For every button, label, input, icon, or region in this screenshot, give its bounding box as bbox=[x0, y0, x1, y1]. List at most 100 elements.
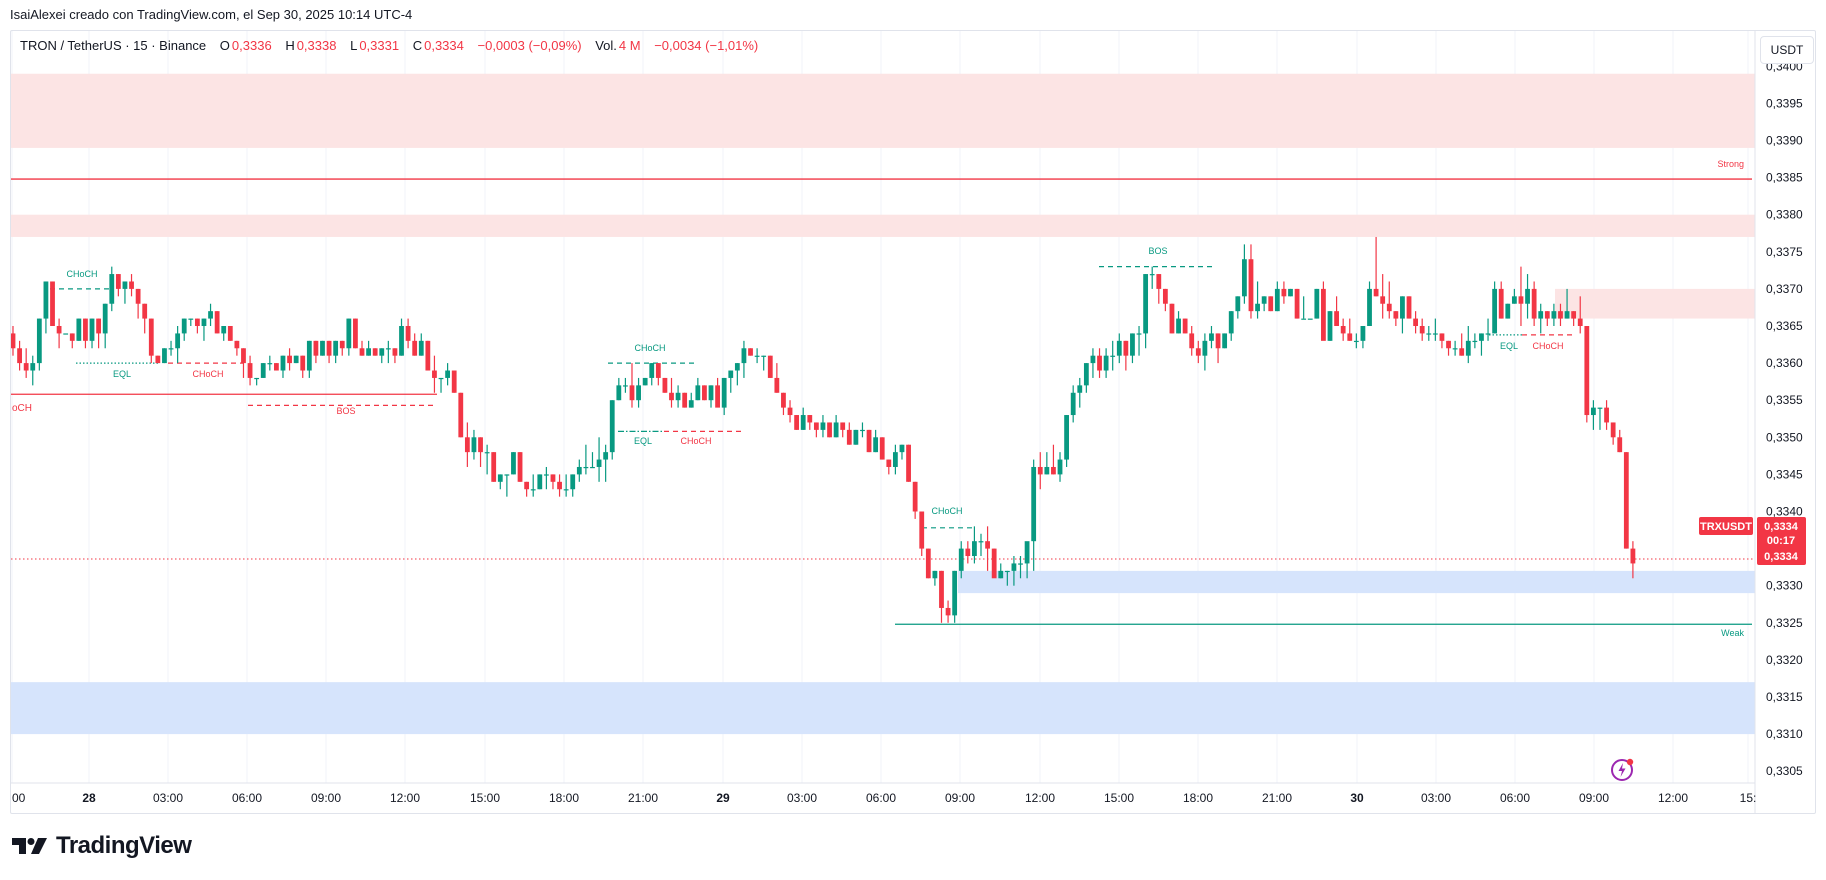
candle bbox=[379, 348, 385, 364]
candle bbox=[1116, 333, 1122, 364]
candle bbox=[1558, 303, 1563, 326]
candle bbox=[418, 333, 424, 356]
candle bbox=[1393, 311, 1399, 326]
candle bbox=[675, 385, 681, 408]
candle bbox=[168, 340, 174, 356]
time-tick-label: 12:00 bbox=[390, 791, 420, 805]
candle bbox=[1228, 311, 1234, 341]
high-label: H bbox=[285, 38, 295, 53]
candle bbox=[846, 422, 852, 445]
candle bbox=[1334, 296, 1339, 326]
candle bbox=[1222, 333, 1228, 349]
chart-pane[interactable]: CHoCH EQL CHoCH BOS oCH CHoCH EQL CHoCH CHoCH BOS… bbox=[11, 31, 1755, 783]
candle bbox=[543, 466, 549, 490]
candle bbox=[728, 370, 734, 393]
candle bbox=[629, 363, 635, 408]
candle bbox=[767, 355, 773, 378]
candle bbox=[227, 326, 233, 341]
candle bbox=[1268, 296, 1274, 312]
candle bbox=[23, 348, 29, 378]
candle bbox=[175, 326, 181, 364]
annotation-bos: BOS bbox=[1148, 246, 1167, 256]
candle bbox=[1064, 415, 1069, 467]
candle bbox=[1630, 541, 1636, 579]
low-value: 0,3331 bbox=[359, 38, 400, 53]
candle bbox=[939, 570, 944, 623]
candle bbox=[1406, 296, 1412, 319]
chart-frame bbox=[10, 30, 1816, 814]
candle bbox=[260, 363, 266, 378]
candle bbox=[320, 340, 325, 356]
candle bbox=[1479, 333, 1484, 356]
lightning-alert-icon[interactable] bbox=[1610, 756, 1636, 782]
price-tick-label: 0,3325 bbox=[1766, 616, 1803, 630]
candle bbox=[1136, 326, 1142, 356]
candle bbox=[491, 452, 497, 482]
candle bbox=[1610, 422, 1616, 445]
candle bbox=[1083, 363, 1089, 393]
candle bbox=[1162, 288, 1168, 312]
candle bbox=[1340, 318, 1346, 341]
candle bbox=[471, 429, 477, 460]
candle bbox=[63, 333, 69, 335]
price-tick-label: 0,3350 bbox=[1766, 430, 1803, 444]
candle bbox=[504, 474, 510, 497]
tradingview-logo-text: TradingView bbox=[56, 832, 192, 859]
candle bbox=[517, 452, 523, 482]
candle bbox=[1492, 281, 1498, 334]
candle bbox=[1011, 556, 1017, 586]
candle bbox=[451, 370, 457, 393]
price-axis[interactable]: 0,34000,33950,33900,33850,33800,33750,33… bbox=[1754, 31, 1803, 813]
candle bbox=[1248, 244, 1254, 319]
currency-button[interactable]: USDT bbox=[1760, 36, 1814, 64]
candle bbox=[1544, 311, 1550, 326]
candle bbox=[899, 444, 905, 460]
candle bbox=[1169, 303, 1175, 334]
demand-zone bbox=[11, 682, 1755, 735]
price-tick-label: 0,3370 bbox=[1766, 282, 1803, 296]
candle bbox=[1195, 340, 1201, 364]
candle bbox=[1591, 400, 1596, 430]
candle bbox=[1288, 288, 1293, 297]
volume-label: Vol. bbox=[595, 38, 617, 53]
candle bbox=[636, 377, 641, 408]
candle bbox=[609, 400, 615, 460]
candle bbox=[234, 340, 240, 356]
candle bbox=[827, 422, 832, 438]
candle bbox=[1485, 318, 1491, 341]
candle bbox=[524, 481, 530, 497]
time-tick-label: 06:00 bbox=[232, 791, 262, 805]
candle bbox=[1353, 333, 1359, 349]
candle bbox=[708, 385, 714, 408]
candle bbox=[623, 377, 628, 393]
candle bbox=[662, 377, 668, 393]
candle bbox=[162, 348, 167, 364]
price-tick-label: 0,3345 bbox=[1766, 467, 1803, 481]
candle bbox=[570, 474, 576, 497]
candle bbox=[326, 340, 332, 364]
candle bbox=[596, 437, 602, 482]
annotation-choch: CHoCH bbox=[66, 269, 97, 279]
candle bbox=[1235, 296, 1241, 319]
supply-zone bbox=[1555, 288, 1755, 319]
time-tick-label: 29 bbox=[716, 791, 730, 805]
time-axis[interactable]: 00 28 03:00 06:00 09:00 12:00 15:00 18:00 21:00 2… bbox=[11, 782, 1756, 805]
tradingview-logo[interactable]: TradingView bbox=[12, 832, 192, 860]
candle bbox=[906, 444, 911, 482]
current-price: 0,3334 bbox=[1764, 521, 1799, 533]
candle bbox=[945, 600, 951, 623]
candle bbox=[1215, 333, 1221, 364]
candle bbox=[267, 355, 273, 371]
candle bbox=[287, 348, 292, 371]
symbol-title[interactable]: TRON / TetherUS · 15 · Binance bbox=[20, 38, 207, 53]
candle bbox=[1400, 296, 1405, 334]
candle bbox=[1024, 541, 1030, 579]
candle bbox=[346, 318, 352, 356]
volume-change: −0,0034 (−1,01%) bbox=[654, 38, 759, 53]
candle bbox=[932, 570, 938, 586]
candle bbox=[1531, 281, 1537, 326]
candle bbox=[761, 355, 767, 371]
candle bbox=[787, 400, 793, 423]
candle bbox=[221, 326, 227, 341]
